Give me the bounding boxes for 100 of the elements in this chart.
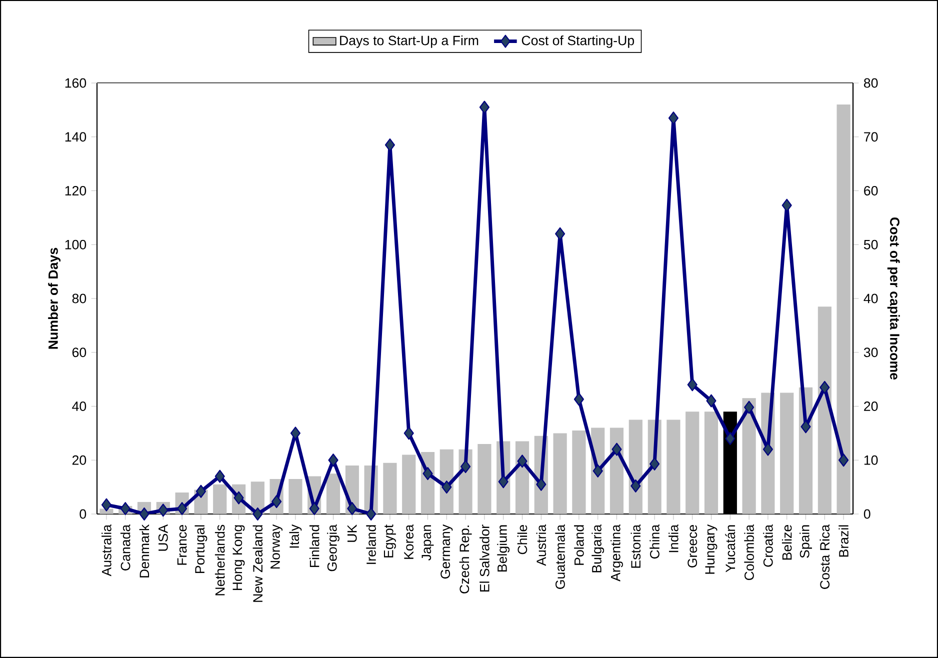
point <box>309 502 320 516</box>
x-tick-label: Poland <box>574 525 584 565</box>
x-tick-label: Hungary <box>705 524 718 574</box>
point <box>668 111 678 125</box>
x-tick-label: Czech Rep. <box>459 526 472 594</box>
point <box>725 432 736 446</box>
x-tick-label: France <box>177 525 187 565</box>
point <box>347 502 358 516</box>
point <box>838 454 849 467</box>
y2-tick-label: 80 <box>864 78 878 88</box>
y2-tick-label: 70 <box>864 132 878 142</box>
bar <box>288 478 302 514</box>
x-tick-label: New Zealand <box>252 525 263 602</box>
bar <box>383 462 397 514</box>
bar <box>628 420 642 514</box>
y-tick-label: 20 <box>72 455 86 465</box>
point <box>272 495 282 508</box>
x-tick-label: Spain <box>800 525 812 558</box>
point <box>744 400 754 414</box>
bar <box>666 420 680 514</box>
point <box>328 454 338 467</box>
x-tick-label: Norway <box>270 524 283 569</box>
point <box>555 227 566 240</box>
y-axis-title: Number of Days <box>48 248 61 349</box>
bar <box>818 306 832 514</box>
point <box>650 457 660 470</box>
x-tick-label: Bulgaria <box>592 524 604 572</box>
point <box>252 507 263 521</box>
point <box>196 484 206 498</box>
point <box>574 392 584 406</box>
point <box>498 475 508 488</box>
x-tick-label: Australia <box>102 524 112 576</box>
x-tick-label: Croatia <box>763 524 773 567</box>
x-tick-label: India <box>668 524 678 552</box>
bar <box>402 454 416 514</box>
point <box>139 507 150 521</box>
point <box>384 138 395 152</box>
point <box>592 464 603 478</box>
y-tick-label: 100 <box>65 240 86 250</box>
x-tick-label: UK <box>347 524 357 542</box>
x-tick-label: Estonia <box>630 524 641 568</box>
x-tick-label: Netherlands <box>214 524 225 596</box>
bar <box>213 484 227 514</box>
y2-tick-label: 10 <box>864 455 878 465</box>
y2-tick-label: 40 <box>864 294 878 304</box>
y2-tick-label: 30 <box>864 348 878 358</box>
point <box>479 100 490 114</box>
legend-label: Cost of Starting-Up <box>522 35 634 48</box>
x-tick-label: Guatemala <box>555 524 565 589</box>
bar <box>326 474 340 514</box>
bar <box>686 412 700 514</box>
bar <box>704 412 718 514</box>
x-tick-label: USA <box>158 524 168 551</box>
bar <box>572 430 586 514</box>
y2-axis-title: Cost of per capita Income <box>887 218 900 380</box>
point <box>214 470 225 483</box>
point <box>101 498 112 512</box>
point <box>800 420 811 434</box>
point <box>460 460 471 474</box>
y-tick-label: 60 <box>72 348 86 358</box>
y2-tick-label: 60 <box>864 186 878 196</box>
point <box>120 502 130 516</box>
y-tick-label: 140 <box>65 132 86 142</box>
point <box>366 507 376 521</box>
point <box>442 480 452 494</box>
y2-tick-label: 0 <box>864 509 870 519</box>
x-tick-label: Egypt <box>384 524 396 558</box>
point <box>630 479 641 493</box>
y-tick-label: 40 <box>72 402 86 411</box>
x-tick-label: Austria <box>536 524 546 566</box>
y-tick-label: 160 <box>65 78 86 88</box>
x-tick-label: El Salvador <box>480 524 490 592</box>
x-tick-label: Korea <box>404 524 414 559</box>
y-tick-label: 80 <box>72 294 86 304</box>
x-tick-label: Argentina <box>610 524 623 582</box>
x-tick-label: Georgia <box>327 524 340 572</box>
point <box>762 442 773 456</box>
x-tick-label: Canada <box>120 524 130 570</box>
point <box>706 394 716 408</box>
x-tick-label: Portugal <box>194 525 208 573</box>
y2-tick-label: 20 <box>864 402 878 411</box>
x-tick-label: Chile <box>517 525 528 554</box>
x-tick-label: Greece <box>688 525 698 568</box>
x-tick-label: Italy <box>289 524 302 548</box>
x-tick-label: Denmark <box>139 524 150 578</box>
x-tick-label: Belize <box>782 525 792 560</box>
x-tick-label: Germany <box>440 524 453 579</box>
point <box>422 467 433 480</box>
x-tick-label: Finland <box>309 525 320 568</box>
bar <box>478 444 492 514</box>
x-tick-label: Colombia <box>744 524 754 580</box>
x-tick-label: Yucatán <box>725 525 736 572</box>
x-tick-label: Hong Kong <box>232 525 245 590</box>
bar <box>553 433 567 514</box>
point <box>820 380 830 394</box>
point <box>687 378 698 392</box>
x-tick-label: Belgium <box>497 525 510 572</box>
point <box>177 502 188 516</box>
x-tick-label: Ireland <box>366 525 376 564</box>
point <box>517 454 528 468</box>
